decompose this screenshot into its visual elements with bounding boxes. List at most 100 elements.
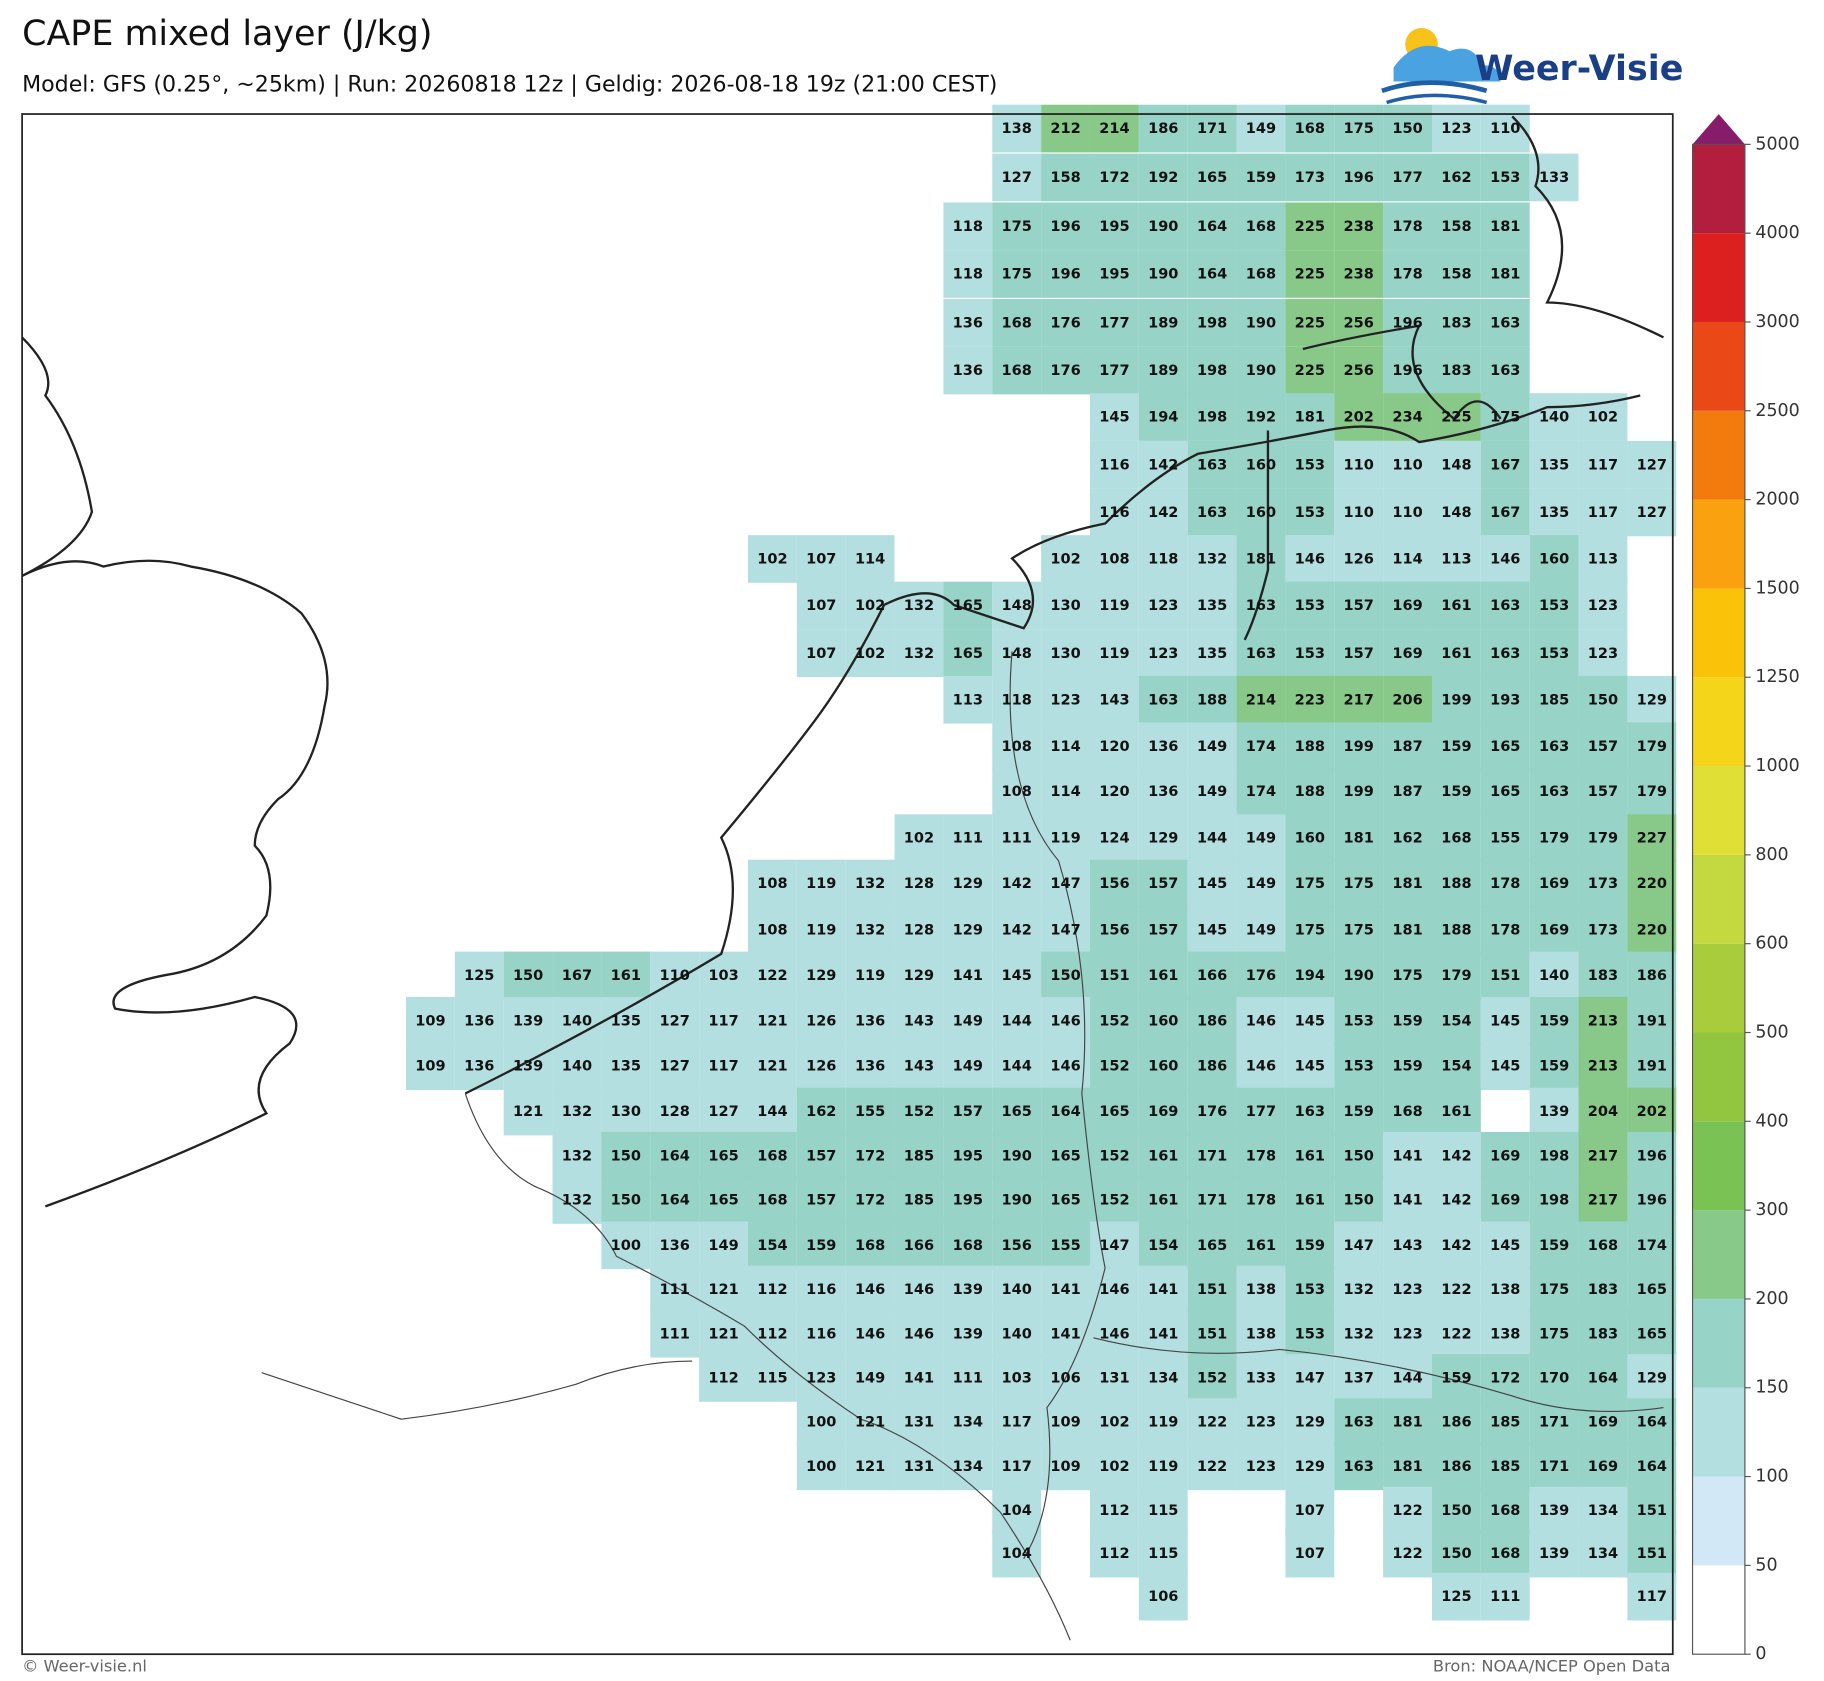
cape-value: 156 — [1099, 923, 1129, 939]
cape-cell — [1041, 250, 1090, 298]
cape-cell — [1236, 250, 1286, 298]
cape-value: 112 — [757, 1326, 787, 1342]
cape-cell — [1089, 1398, 1139, 1446]
cape-value: 146 — [1246, 1013, 1276, 1029]
cape-cell — [1529, 1529, 1579, 1578]
colorbar-tick-label: 0 — [1755, 1644, 1766, 1664]
cape-value: 163 — [1539, 784, 1569, 800]
cape-value: 100 — [611, 1238, 641, 1254]
cape-value: 122 — [1197, 1415, 1227, 1431]
cape-cell — [1187, 1087, 1237, 1136]
colorbar-tick-label: 2500 — [1755, 401, 1799, 421]
cape-cell — [1089, 1265, 1139, 1314]
cape-cell — [1480, 1529, 1530, 1578]
cape-cell — [845, 1087, 895, 1136]
cape-cell — [943, 996, 993, 1045]
cape-cell — [1383, 202, 1432, 251]
cape-value: 137 — [1344, 1371, 1374, 1387]
cape-value: 119 — [1148, 1459, 1178, 1475]
cape-value: 164 — [1197, 267, 1227, 283]
cape-cell — [1187, 767, 1237, 816]
cape-value: 164 — [660, 1148, 690, 1164]
cape-value: 181 — [1392, 923, 1422, 939]
cape-cell — [1529, 1442, 1579, 1491]
cape-value: 100 — [806, 1415, 836, 1431]
cape-value: 202 — [1344, 410, 1374, 426]
cape-cell — [845, 1176, 895, 1224]
colorbar-segment — [1692, 1565, 1745, 1655]
cape-cell — [1578, 1486, 1628, 1535]
cape-cell — [796, 535, 846, 583]
cape-value: 196 — [1637, 1148, 1667, 1164]
cape-value: 163 — [1344, 1459, 1374, 1475]
cape-value: 127 — [660, 1059, 690, 1075]
cape-cell — [1285, 675, 1335, 724]
cape-cell — [1431, 153, 1481, 202]
cape-value: 129 — [1295, 1459, 1325, 1475]
cape-cell — [1480, 440, 1530, 489]
coastlines — [21, 115, 1664, 1208]
colorbar-segment — [1692, 1387, 1745, 1477]
cape-cell — [1041, 581, 1090, 630]
cape-value: 129 — [1148, 831, 1178, 847]
cape-value: 102 — [904, 831, 934, 847]
cape-value: 134 — [953, 1415, 983, 1431]
cape-value: 162 — [1392, 831, 1422, 847]
cape-cell — [1431, 1486, 1481, 1535]
cape-value: 183 — [1441, 363, 1471, 379]
cape-value: 163 — [1344, 1415, 1374, 1431]
cape-cell — [894, 859, 944, 908]
cape-cell — [1431, 1442, 1481, 1491]
cape-cell — [1187, 153, 1237, 202]
cape-value: 186 — [1148, 121, 1178, 137]
cape-value: 150 — [611, 1193, 641, 1209]
cape-cell — [1627, 859, 1677, 908]
cape-value: 159 — [1392, 1059, 1422, 1075]
cape-cell — [1334, 1221, 1384, 1270]
cape-cell — [1138, 629, 1188, 678]
cape-cell — [1334, 581, 1384, 630]
cape-value: 159 — [1441, 739, 1471, 755]
cape-value: 128 — [660, 1104, 690, 1120]
cape-cell — [552, 1087, 602, 1136]
cape-value: 187 — [1392, 739, 1422, 755]
cape-cell — [1480, 1265, 1530, 1314]
cape-cell — [1236, 1042, 1286, 1091]
cape-cell — [1187, 1131, 1237, 1180]
cape-value: 153 — [1539, 646, 1569, 662]
cape-cell — [1383, 996, 1432, 1045]
cape-value: 149 — [855, 1371, 885, 1387]
cape-value: 176 — [1050, 315, 1080, 331]
cape-cell — [1383, 104, 1432, 153]
cape-value: 153 — [1490, 170, 1520, 186]
cape-cell — [601, 1087, 651, 1136]
cape-cell — [1627, 440, 1677, 489]
cape-value: 107 — [1295, 1503, 1325, 1519]
cape-cell — [747, 1265, 797, 1314]
cape-cell — [1138, 581, 1188, 630]
cape-value: 124 — [1099, 831, 1129, 847]
cape-cell — [1089, 722, 1139, 771]
cape-value: 179 — [1539, 831, 1569, 847]
cape-cell — [1431, 1265, 1481, 1314]
cape-cell — [1480, 1398, 1530, 1446]
cape-value: 163 — [1490, 363, 1520, 379]
cape-value: 108 — [1002, 739, 1032, 755]
cape-value: 158 — [1441, 267, 1471, 283]
colorbar-tick-label: 1250 — [1755, 667, 1799, 687]
cape-value: 157 — [1588, 784, 1618, 800]
cape-value: 175 — [1539, 1326, 1569, 1342]
cape-value: 160 — [1246, 457, 1276, 473]
cape-cell — [1334, 440, 1384, 489]
cape-value: 152 — [1099, 1148, 1129, 1164]
cape-value: 109 — [1050, 1415, 1080, 1431]
cape-cell — [1138, 1572, 1188, 1621]
cape-cell — [1187, 1221, 1237, 1270]
cape-value: 195 — [953, 1193, 983, 1209]
colorbar-segment — [1692, 854, 1745, 944]
cape-cell — [1138, 1529, 1188, 1578]
cape-cell — [1431, 250, 1481, 298]
cape-value: 214 — [1246, 692, 1276, 708]
cape-cell — [894, 1442, 944, 1491]
cape-cell — [992, 250, 1042, 298]
